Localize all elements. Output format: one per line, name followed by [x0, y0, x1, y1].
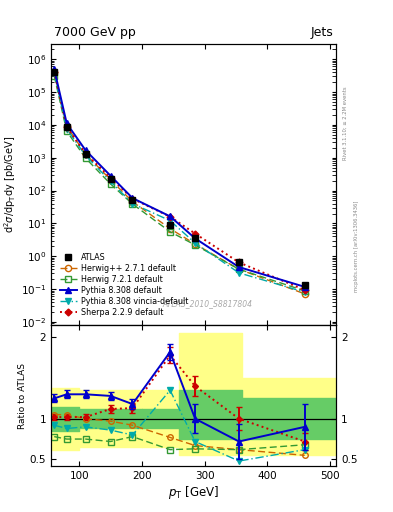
Y-axis label: d$^2\sigma$/dp$_{\rm T}$dy [pb/GeV]: d$^2\sigma$/dp$_{\rm T}$dy [pb/GeV] — [2, 136, 18, 233]
Text: Jets: Jets — [310, 26, 333, 39]
Text: 7000 GeV pp: 7000 GeV pp — [54, 26, 136, 39]
Legend: ATLAS, Herwig++ 2.7.1 default, Herwig 7.2.1 default, Pythia 8.308 default, Pythi: ATLAS, Herwig++ 2.7.1 default, Herwig 7.… — [58, 251, 189, 318]
X-axis label: $p_{\rm T}$ [GeV]: $p_{\rm T}$ [GeV] — [168, 483, 219, 501]
Text: ATLAS_2010_S8817804: ATLAS_2010_S8817804 — [163, 299, 253, 308]
Text: Rivet 3.1.10; ≥ 2.2M events: Rivet 3.1.10; ≥ 2.2M events — [343, 86, 348, 160]
Text: mcplots.cern.ch [arXiv:1306.3436]: mcplots.cern.ch [arXiv:1306.3436] — [354, 200, 359, 291]
Y-axis label: Ratio to ATLAS: Ratio to ATLAS — [18, 362, 27, 429]
